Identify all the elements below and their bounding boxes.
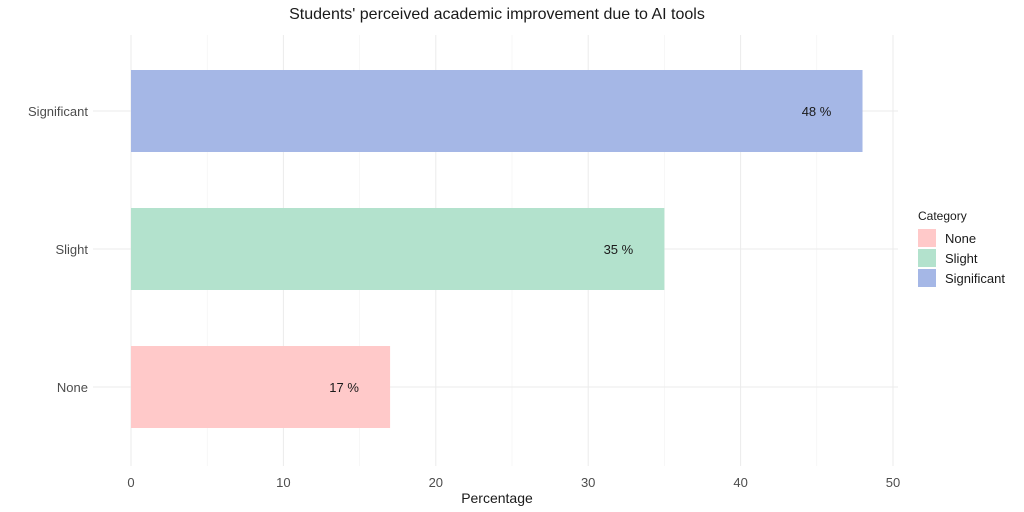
y-tick-label: None xyxy=(57,380,88,395)
y-tick-label: Slight xyxy=(55,242,88,257)
legend-label: Significant xyxy=(945,271,1005,286)
legend-label: Slight xyxy=(945,251,978,266)
legend-title: Category xyxy=(918,209,967,223)
x-tick-label: 30 xyxy=(581,475,595,490)
y-axis-ticks: None Slight Significant xyxy=(28,104,88,395)
bars: 17 % 35 % 48 % xyxy=(131,70,863,428)
x-tick-label: 20 xyxy=(429,475,443,490)
legend-swatch xyxy=(918,249,936,267)
bar-value-label: 17 % xyxy=(329,380,359,395)
x-tick-label: 50 xyxy=(886,475,900,490)
x-tick-label: 0 xyxy=(127,475,134,490)
bar-value-label: 35 % xyxy=(604,242,634,257)
bar-significant xyxy=(131,70,863,152)
x-tick-label: 10 xyxy=(276,475,290,490)
bar-none xyxy=(131,346,391,428)
bar-value-label: 48 % xyxy=(802,104,832,119)
bar-slight xyxy=(131,208,665,290)
legend: Category None Slight Significant xyxy=(918,209,1005,287)
y-tick-label: Significant xyxy=(28,104,88,119)
x-axis-ticks: 0 10 20 30 40 50 xyxy=(127,475,900,490)
chart-title: Students' perceived academic improvement… xyxy=(289,6,705,23)
legend-swatch xyxy=(918,269,936,287)
x-axis-title: Percentage xyxy=(461,490,533,506)
legend-swatch xyxy=(918,229,936,247)
legend-label: None xyxy=(945,231,976,246)
x-tick-label: 40 xyxy=(733,475,747,490)
